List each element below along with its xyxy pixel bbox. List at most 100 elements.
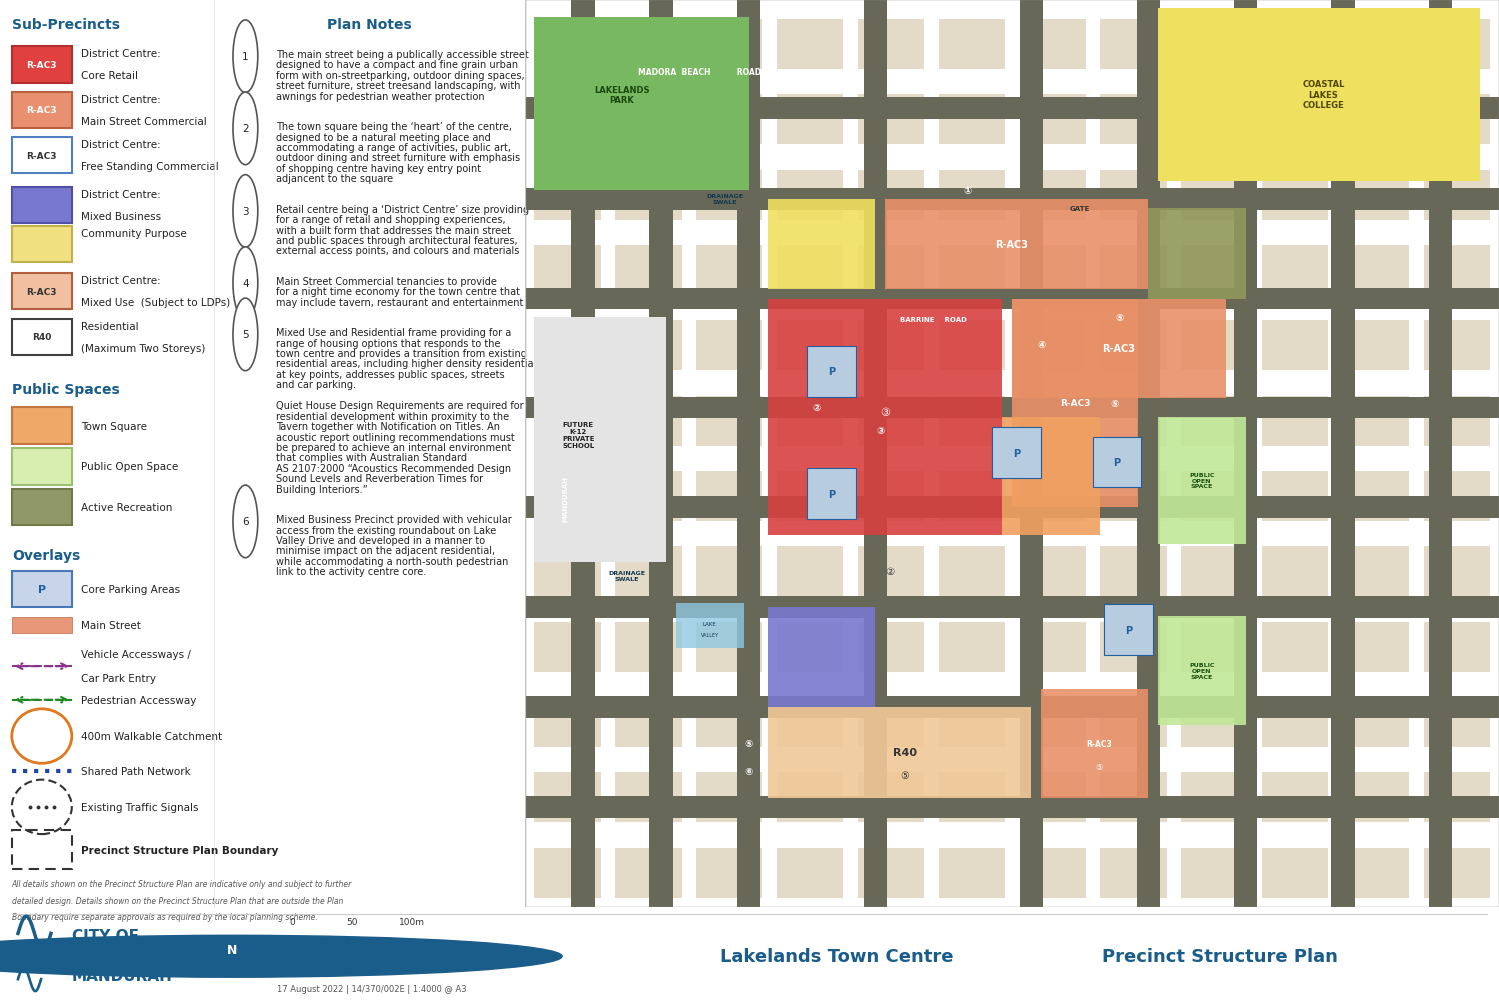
Bar [1424,773,1490,823]
Bar [525,98,1499,119]
Bar [307,942,337,969]
Bar [615,472,682,521]
Bar [1343,95,1409,145]
Bar [1262,547,1328,596]
Bar [806,469,856,520]
Bar [857,697,923,747]
Text: Tavern together with Notification on Titles. An: Tavern together with Notification on Tit… [276,422,501,432]
Text: 50: 50 [346,917,358,926]
Text: Public Open Space: Public Open Space [81,462,178,472]
Bar [12,187,72,224]
Text: R-AC3: R-AC3 [1087,739,1112,748]
Text: Precinct Structure Plan: Precinct Structure Plan [1102,947,1337,965]
Bar [696,95,763,145]
Bar [938,321,1004,371]
Bar [1100,20,1166,70]
Text: Overlays: Overlays [12,549,79,562]
Text: R-AC3: R-AC3 [27,61,57,70]
Bar [857,170,923,220]
Bar [534,773,601,823]
Text: Town Square: Town Square [81,421,147,431]
Bar [615,622,682,672]
Bar [776,472,844,521]
Text: Quiet House Design Requirements are required for: Quiet House Design Requirements are requ… [276,401,525,411]
Bar [776,396,844,446]
Bar [525,188,1499,210]
Bar [615,773,682,823]
Bar [696,245,763,296]
Bar [776,170,844,220]
Text: ⑤: ⑤ [1109,399,1118,409]
Bar [857,396,923,446]
Bar [1424,547,1490,596]
Bar [938,472,1004,521]
Bar [534,18,748,190]
Bar [857,472,923,521]
Text: 0: 0 [289,917,295,926]
Text: that complies with Australian Standard: that complies with Australian Standard [276,453,468,463]
Bar [12,226,72,263]
Bar [1331,0,1355,907]
Text: R-AC3: R-AC3 [1060,399,1090,408]
Bar [615,245,682,296]
Bar [938,170,1004,220]
Bar [1181,697,1247,747]
Bar [767,607,875,707]
Bar [12,138,72,174]
Text: minimise impact on the adjacent residential,: minimise impact on the adjacent resident… [276,546,496,556]
Bar [1181,547,1247,596]
Text: street furniture, street treesand landscaping, with: street furniture, street treesand landsc… [276,81,522,91]
Bar [1424,170,1490,220]
Bar [1100,245,1166,296]
Bar [12,490,72,526]
Text: may include tavern, restaurant and entertainment: may include tavern, restaurant and enter… [276,298,523,308]
Text: access from the existing roundabout on Lake: access from the existing roundabout on L… [276,525,496,535]
Text: P: P [1126,625,1132,635]
Bar [1100,697,1166,747]
Bar [696,321,763,371]
Text: form with on-streetparking, outdoor dining spaces,: form with on-streetparking, outdoor dini… [276,71,525,81]
Text: Vehicle Accessways /: Vehicle Accessways / [81,649,192,659]
Text: 2: 2 [241,124,249,134]
Bar [1181,20,1247,70]
Text: Lakelands Town Centre: Lakelands Town Centre [720,947,953,965]
Bar [676,603,744,648]
Bar [696,697,763,747]
Bar [337,942,367,969]
Bar [1343,396,1409,446]
Text: Active Recreation: Active Recreation [81,503,172,513]
Text: ⑤: ⑤ [1096,762,1103,771]
Text: R-AC3: R-AC3 [1102,344,1136,354]
Bar [1262,848,1328,898]
Bar [12,617,72,634]
Text: accommodating a range of activities, public art,: accommodating a range of activities, pub… [276,143,511,153]
Bar [1343,547,1409,596]
Text: Sub-Precincts: Sub-Precincts [12,18,120,32]
Bar [1100,547,1166,596]
Text: Boundary require separate approvals as required by the local planning scheme.: Boundary require separate approvals as r… [12,912,318,921]
Bar [776,95,844,145]
Text: GATE: GATE [1070,205,1090,211]
Bar [696,773,763,823]
Bar [1019,773,1085,823]
Text: and car parking.: and car parking. [276,380,357,390]
Text: DRAINAGE
SWALE: DRAINAGE SWALE [609,570,646,581]
Text: PUBLIC
OPEN
SPACE: PUBLIC OPEN SPACE [1189,662,1214,679]
Bar [1012,300,1226,399]
Text: BANKSIADALE: BANKSIADALE [946,151,1000,157]
Bar [525,397,1499,419]
Bar [1343,773,1409,823]
Text: awnings for pedestrian weather protection: awnings for pedestrian weather protectio… [276,91,486,101]
Text: R-AC3: R-AC3 [27,106,57,115]
Bar [857,773,923,823]
Bar [397,942,427,969]
Bar [1157,417,1246,544]
Bar [776,20,844,70]
Bar [534,396,601,446]
Text: Building Interiors.”: Building Interiors.” [276,484,369,494]
Text: range of housing options that responds to the: range of housing options that responds t… [276,339,501,349]
Bar [938,773,1004,823]
Text: The town square being the ‘heart’ of the centre,: The town square being the ‘heart’ of the… [276,122,513,132]
Bar [1019,170,1085,220]
Bar [1262,773,1328,823]
